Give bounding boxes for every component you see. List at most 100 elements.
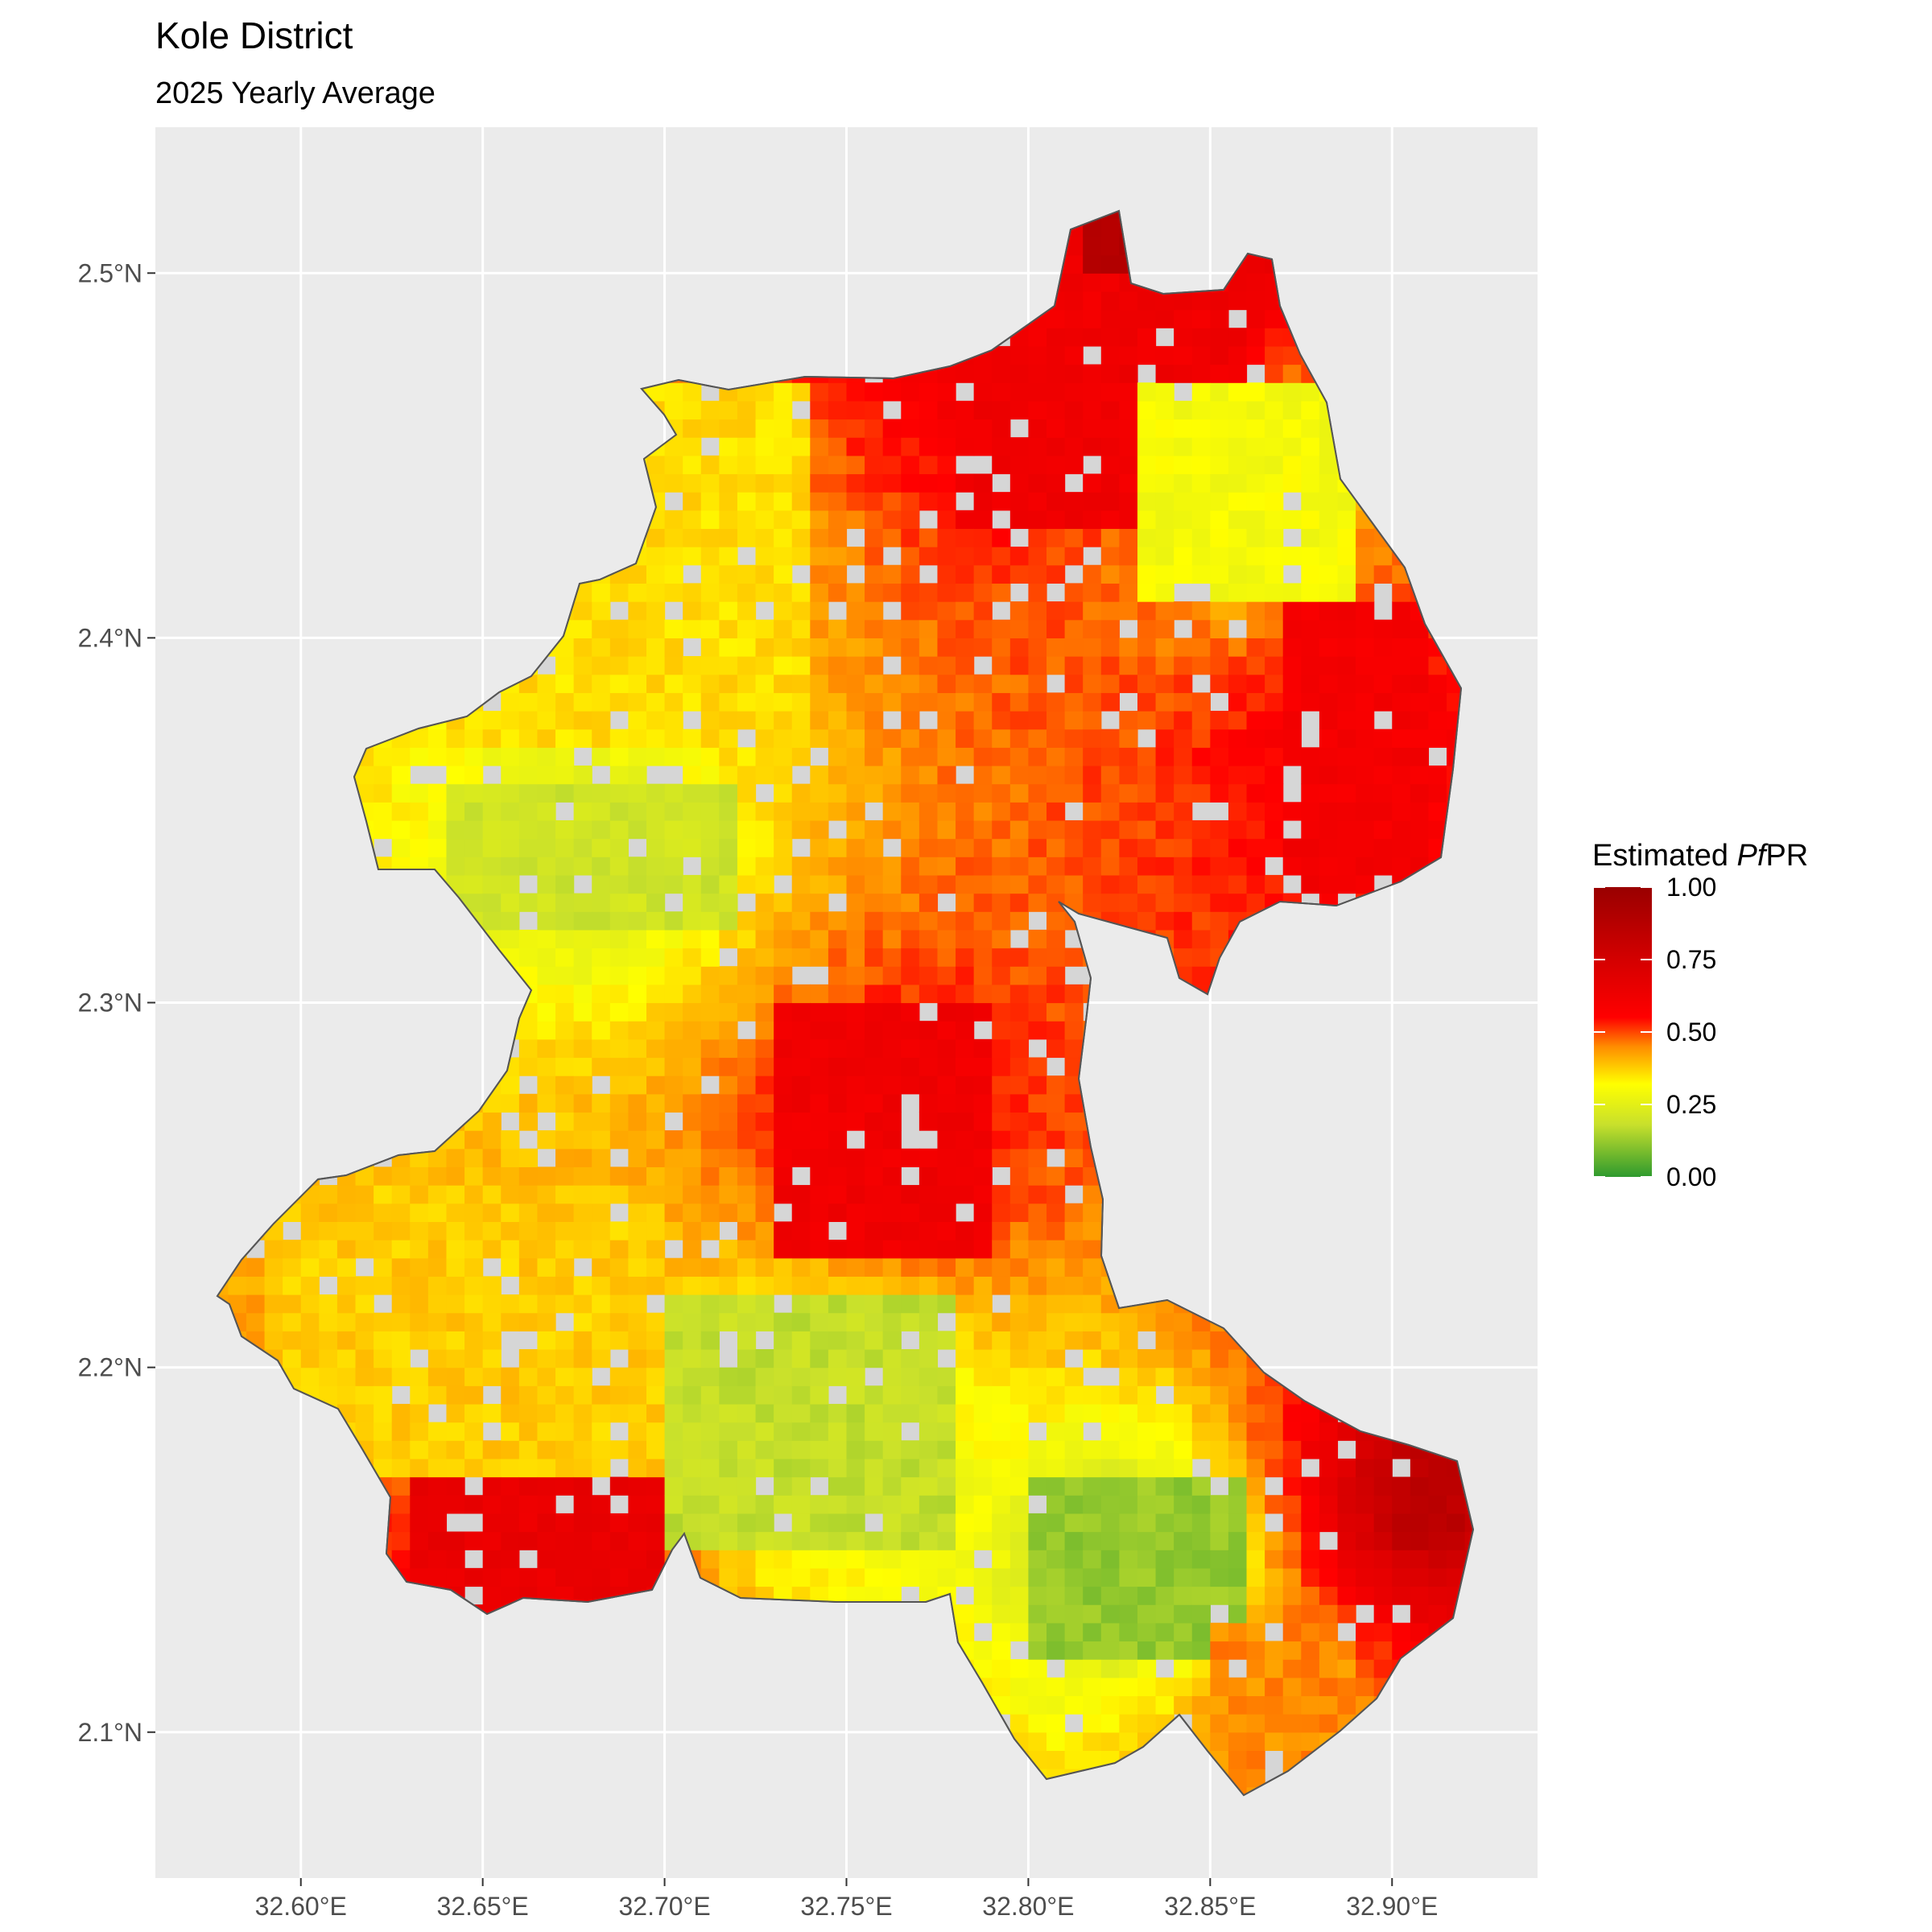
- pfpr-cell: [1191, 473, 1211, 493]
- pfpr-cell: [737, 564, 757, 584]
- pfpr-cell: [882, 1112, 902, 1131]
- pfpr-cell: [537, 984, 556, 1004]
- pfpr-cell: [1083, 1385, 1102, 1405]
- pfpr-cell: [774, 1476, 793, 1496]
- pfpr-cell: [628, 966, 647, 985]
- pfpr-cell: [1028, 1185, 1047, 1204]
- pfpr-cell: [937, 528, 956, 547]
- pfpr-cell: [609, 966, 629, 985]
- pfpr-cell: [646, 1440, 666, 1459]
- pfpr-cell: [992, 819, 1011, 840]
- pfpr-cell: [246, 1312, 266, 1331]
- pfpr-cell: [1210, 1367, 1229, 1386]
- pfpr-cell: [355, 1422, 374, 1441]
- pfpr-cell: [646, 747, 666, 766]
- pfpr-cell: [573, 929, 592, 949]
- pfpr-cell: [646, 1531, 666, 1550]
- pfpr-cell: [683, 1057, 702, 1076]
- pfpr-cell: [555, 1385, 575, 1405]
- pfpr-cell: [1191, 692, 1211, 712]
- pfpr-cell: [592, 1002, 611, 1022]
- pfpr-cell: [865, 419, 884, 438]
- pfpr-cell: [664, 711, 683, 730]
- pfpr-cell: [737, 1294, 757, 1314]
- pfpr-cell: [1210, 400, 1229, 420]
- pfpr-cell: [1083, 1513, 1102, 1533]
- pfpr-cell: [919, 1057, 939, 1076]
- pfpr-cell: [1028, 638, 1047, 657]
- pfpr-cell: [774, 819, 793, 840]
- pfpr-cell: [609, 857, 629, 876]
- pfpr-cell: [464, 1440, 484, 1459]
- pfpr-cell: [865, 692, 884, 712]
- pfpr-cell: [737, 1112, 757, 1131]
- pfpr-cell: [1119, 765, 1138, 785]
- pfpr-cell: [865, 510, 884, 530]
- pfpr-cell: [1028, 583, 1047, 602]
- pfpr-cell: [683, 1221, 702, 1241]
- pfpr-cell: [646, 528, 666, 547]
- pfpr-cell: [537, 1312, 556, 1331]
- pfpr-cell: [865, 984, 884, 1004]
- pfpr-cell: [1009, 547, 1030, 566]
- pfpr-cell: [1083, 1659, 1102, 1678]
- pfpr-cell: [1155, 291, 1174, 311]
- pfpr-cell: [683, 874, 702, 894]
- pfpr-cell: [573, 1021, 592, 1040]
- pfpr-cell: [1083, 802, 1102, 821]
- pfpr-cell: [1119, 1677, 1138, 1697]
- pfpr-cell: [1046, 1276, 1066, 1295]
- pfpr-cell: [755, 564, 774, 584]
- pfpr-cell: [901, 1312, 920, 1331]
- pfpr-cell: [700, 1093, 720, 1113]
- pfpr-cell: [1210, 1714, 1229, 1733]
- pfpr-cell: [518, 947, 539, 967]
- pfpr-cell: [737, 437, 757, 456]
- pfpr-cell: [828, 984, 848, 1004]
- pfpr-cell: [1046, 1531, 1066, 1550]
- pfpr-cell: [791, 1495, 811, 1514]
- pfpr-cell: [1210, 1567, 1229, 1587]
- pfpr-cell: [937, 747, 956, 766]
- pfpr-cell: [1174, 328, 1193, 347]
- pfpr-cell: [719, 1002, 738, 1022]
- pfpr-cell: [973, 1440, 993, 1459]
- pfpr-cell: [1137, 765, 1157, 785]
- pfpr-cell: [828, 1476, 848, 1496]
- pfpr-cell: [1191, 783, 1211, 803]
- pfpr-cell: [537, 1422, 556, 1441]
- pfpr-cell: [501, 1476, 520, 1496]
- pfpr-cell: [501, 1440, 520, 1459]
- pfpr-cell: [664, 1130, 683, 1150]
- pfpr-cell: [828, 1294, 848, 1314]
- pfpr-cell: [719, 455, 738, 475]
- pfpr-cell: [573, 1458, 592, 1478]
- pfpr-cell: [1046, 765, 1066, 785]
- pfpr-cell: [1174, 857, 1193, 876]
- pfpr-cell: [628, 947, 647, 967]
- pfpr-cell: [592, 874, 611, 894]
- pfpr-cell: [1028, 1257, 1047, 1277]
- pfpr-cell: [791, 1112, 811, 1131]
- pfpr-cell: [791, 1385, 811, 1405]
- pfpr-cell: [1174, 1622, 1193, 1642]
- pfpr-cell: [410, 1440, 429, 1459]
- pfpr-cell: [482, 802, 502, 821]
- pfpr-cell: [664, 638, 683, 657]
- pfpr-cell: [683, 947, 702, 967]
- pfpr-cell: [755, 1002, 774, 1022]
- pfpr-cell: [973, 857, 993, 876]
- pfpr-cell: [992, 1057, 1011, 1076]
- pfpr-cell: [1100, 874, 1120, 894]
- pfpr-cell: [1155, 893, 1174, 912]
- pfpr-cell: [592, 747, 611, 766]
- pfpr-cell: [1009, 1002, 1030, 1022]
- pfpr-cell: [937, 838, 956, 857]
- pfpr-cell: [1028, 1021, 1047, 1040]
- pfpr-cell: [555, 1403, 575, 1423]
- pfpr-cell: [446, 802, 465, 821]
- pfpr-cell: [1174, 1458, 1193, 1478]
- pfpr-cell: [1155, 437, 1174, 456]
- pfpr-cell: [882, 893, 902, 912]
- pfpr-cell: [482, 874, 502, 894]
